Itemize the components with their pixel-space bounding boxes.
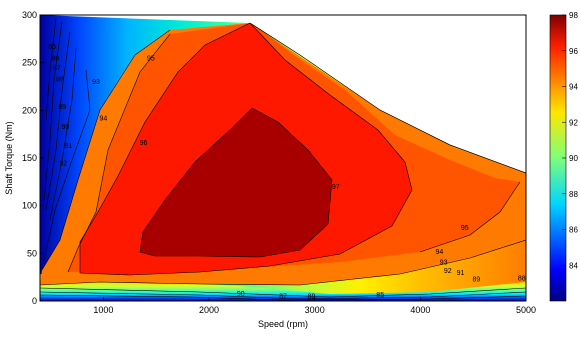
contour-label: 90 (237, 291, 245, 298)
contour-line-92 (49, 47, 77, 221)
x-tick-label: 4000 (410, 305, 430, 315)
x-tick-label: 1000 (93, 305, 113, 315)
colorbar-tick-label: 84 (569, 261, 578, 270)
colorbar-tick-label: 92 (569, 118, 578, 127)
x-axis-ticks: 1000 2000 3000 4000 5000 (93, 297, 536, 315)
x-tick-label: 2000 (199, 305, 219, 315)
colorbar-tick-label: 98 (569, 11, 578, 20)
contour-label: 91 (65, 143, 73, 150)
contour-lines (40, 17, 526, 301)
contour-line-bottom-3 (40, 294, 526, 301)
contour-label: 85 (48, 44, 56, 51)
y-tick-label: 250 (22, 58, 37, 68)
max-torque-cutout (250, 15, 526, 173)
contour-label: 89 (58, 104, 66, 111)
y-axis-ticks: 0 50 100 150 200 250 300 (22, 10, 44, 306)
x-tick-label: 3000 (305, 305, 325, 315)
contour-line-bottom-1 (40, 287, 526, 298)
contour-fill-97 (140, 108, 332, 257)
colorbar-tick-label: 90 (569, 154, 578, 163)
y-tick-label: 0 (32, 296, 37, 306)
x-tick-label: 5000 (516, 305, 536, 315)
contour-label: 92 (59, 160, 67, 167)
contour-label: 85 (376, 292, 384, 299)
contour-label: 90 (61, 124, 69, 131)
y-tick-label: 200 (22, 105, 37, 115)
contour-label: 97 (332, 184, 340, 191)
contour-label: 94 (99, 115, 107, 122)
colorbar-tick-label: 88 (569, 190, 578, 199)
contour-label: 87 (279, 294, 287, 301)
contour-line-89 (45, 17, 57, 121)
contour-label: 89 (472, 277, 480, 284)
contour-label: 93 (440, 259, 448, 266)
contour-label: 86 (51, 55, 59, 62)
y-axis-label: Shaft Torque (Nm) (4, 121, 14, 194)
contour-line-bottom-2 (40, 291, 526, 300)
contour-label: 88 (56, 76, 64, 83)
contour-label: 95 (147, 55, 155, 62)
contour-line-97 (139, 107, 333, 258)
y-tick-label: 100 (22, 201, 37, 211)
contour-fills (40, 15, 526, 301)
y-tick-label: 150 (22, 153, 37, 163)
contour-label: 93 (92, 79, 100, 86)
y-tick-label: 50 (27, 248, 37, 258)
max-torque-boundary (249, 22, 526, 174)
contour-label: 96 (140, 140, 148, 147)
contour-line-95 (67, 33, 521, 273)
colorbar-tick-label: 96 (569, 47, 578, 56)
contour-label: 89 (308, 294, 316, 301)
y-tick-label: 300 (22, 10, 37, 20)
contour-label: 95 (461, 225, 469, 232)
contour-label: 92 (444, 268, 452, 275)
contour-labels: 95 94 96 97 93 92 91 90 89 88 87 86 85 95 94 93 92 91 89 88… (48, 44, 526, 301)
contour-line-93 (43, 69, 91, 261)
colorbar-tick-label: 86 (569, 226, 578, 235)
contour-line-96 (79, 22, 413, 276)
contour-label: 88 (518, 276, 526, 283)
contour-line-91 (45, 31, 71, 211)
colorbar-tick-label: 94 (569, 83, 578, 92)
colorbar-ticks: 84 86 88 90 92 94 96 98 (562, 11, 578, 270)
contour-line-90 (43, 21, 63, 201)
contour-line-94 (40, 29, 526, 286)
x-axis-label: Speed (rpm) (258, 319, 308, 329)
contour-label: 91 (457, 270, 465, 277)
contour-label: 87 (53, 65, 61, 72)
contour-label: 94 (435, 249, 443, 256)
